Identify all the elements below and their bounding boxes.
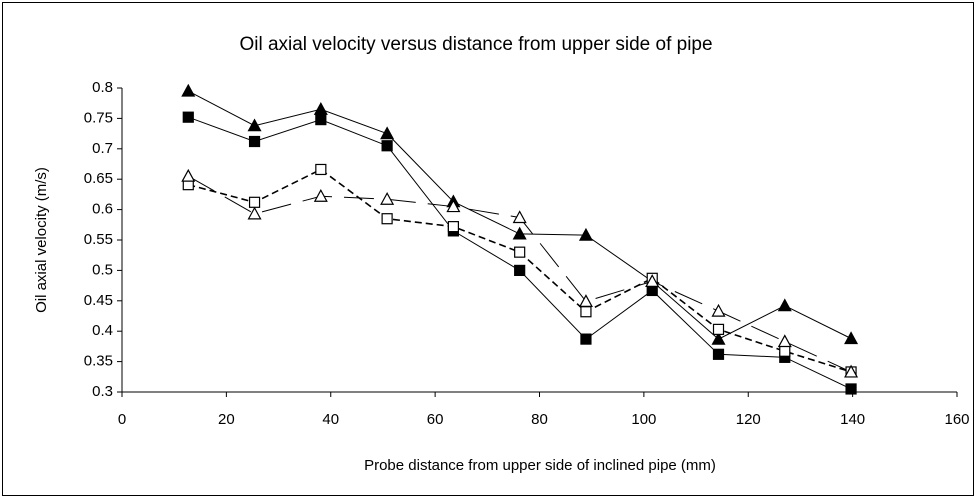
marker bbox=[512, 226, 527, 240]
marker bbox=[580, 306, 592, 318]
y-tick-label: 0.7 bbox=[92, 140, 113, 157]
marker bbox=[315, 114, 327, 126]
marker bbox=[514, 264, 526, 276]
x-tick-label: 120 bbox=[736, 411, 761, 428]
x-tick-label: 20 bbox=[218, 411, 235, 428]
marker bbox=[446, 199, 461, 213]
marker bbox=[712, 323, 725, 335]
marker bbox=[777, 334, 792, 348]
marker bbox=[248, 196, 261, 208]
marker bbox=[578, 294, 593, 308]
marker bbox=[380, 192, 395, 205]
marker bbox=[580, 333, 592, 345]
marker bbox=[777, 298, 792, 312]
marker bbox=[247, 206, 262, 220]
marker bbox=[712, 348, 725, 360]
x-tick-label: 0 bbox=[118, 411, 126, 428]
y-tick-label: 0.8 bbox=[92, 79, 113, 96]
x-tick-label: 80 bbox=[531, 411, 548, 428]
y-tick-label: 0.75 bbox=[84, 109, 113, 126]
marker bbox=[711, 331, 726, 345]
marker bbox=[313, 188, 328, 202]
x-axis-label: Probe distance from upper side of inclin… bbox=[364, 457, 716, 474]
y-tick-label: 0.55 bbox=[84, 231, 113, 248]
y-tick-label: 0.65 bbox=[84, 170, 113, 187]
y-tick-label: 0.3 bbox=[92, 383, 113, 400]
series-line bbox=[188, 168, 852, 373]
chart-title: Oil axial velocity versus distance from … bbox=[239, 34, 712, 55]
marker bbox=[645, 274, 660, 287]
marker bbox=[247, 118, 262, 132]
marker bbox=[181, 83, 196, 97]
marker bbox=[514, 246, 526, 258]
marker bbox=[181, 168, 196, 182]
marker bbox=[381, 140, 393, 152]
marker bbox=[512, 210, 527, 224]
marker bbox=[844, 364, 859, 378]
y-axis-label: Oil axial velocity (m/s) bbox=[33, 167, 50, 313]
x-tick-label: 40 bbox=[322, 411, 339, 428]
y-tick-label: 0.4 bbox=[92, 322, 113, 339]
marker bbox=[779, 345, 791, 357]
marker bbox=[578, 227, 593, 241]
marker bbox=[845, 383, 857, 395]
marker bbox=[182, 111, 194, 123]
marker bbox=[380, 126, 395, 140]
y-tick-label: 0.35 bbox=[84, 353, 113, 370]
marker bbox=[844, 331, 859, 345]
marker bbox=[646, 284, 658, 297]
x-tick-label: 100 bbox=[631, 411, 656, 428]
marker bbox=[315, 163, 327, 176]
y-tick-label: 0.6 bbox=[92, 201, 113, 218]
marker bbox=[447, 221, 459, 233]
x-tick-label: 60 bbox=[427, 411, 444, 428]
marker bbox=[711, 303, 726, 317]
marker bbox=[248, 135, 261, 148]
y-tick-label: 0.45 bbox=[84, 292, 113, 309]
marker bbox=[381, 213, 393, 225]
x-tick-label: 160 bbox=[944, 411, 969, 428]
y-tick-label: 0.5 bbox=[92, 261, 113, 278]
x-tick-label: 140 bbox=[840, 411, 865, 428]
